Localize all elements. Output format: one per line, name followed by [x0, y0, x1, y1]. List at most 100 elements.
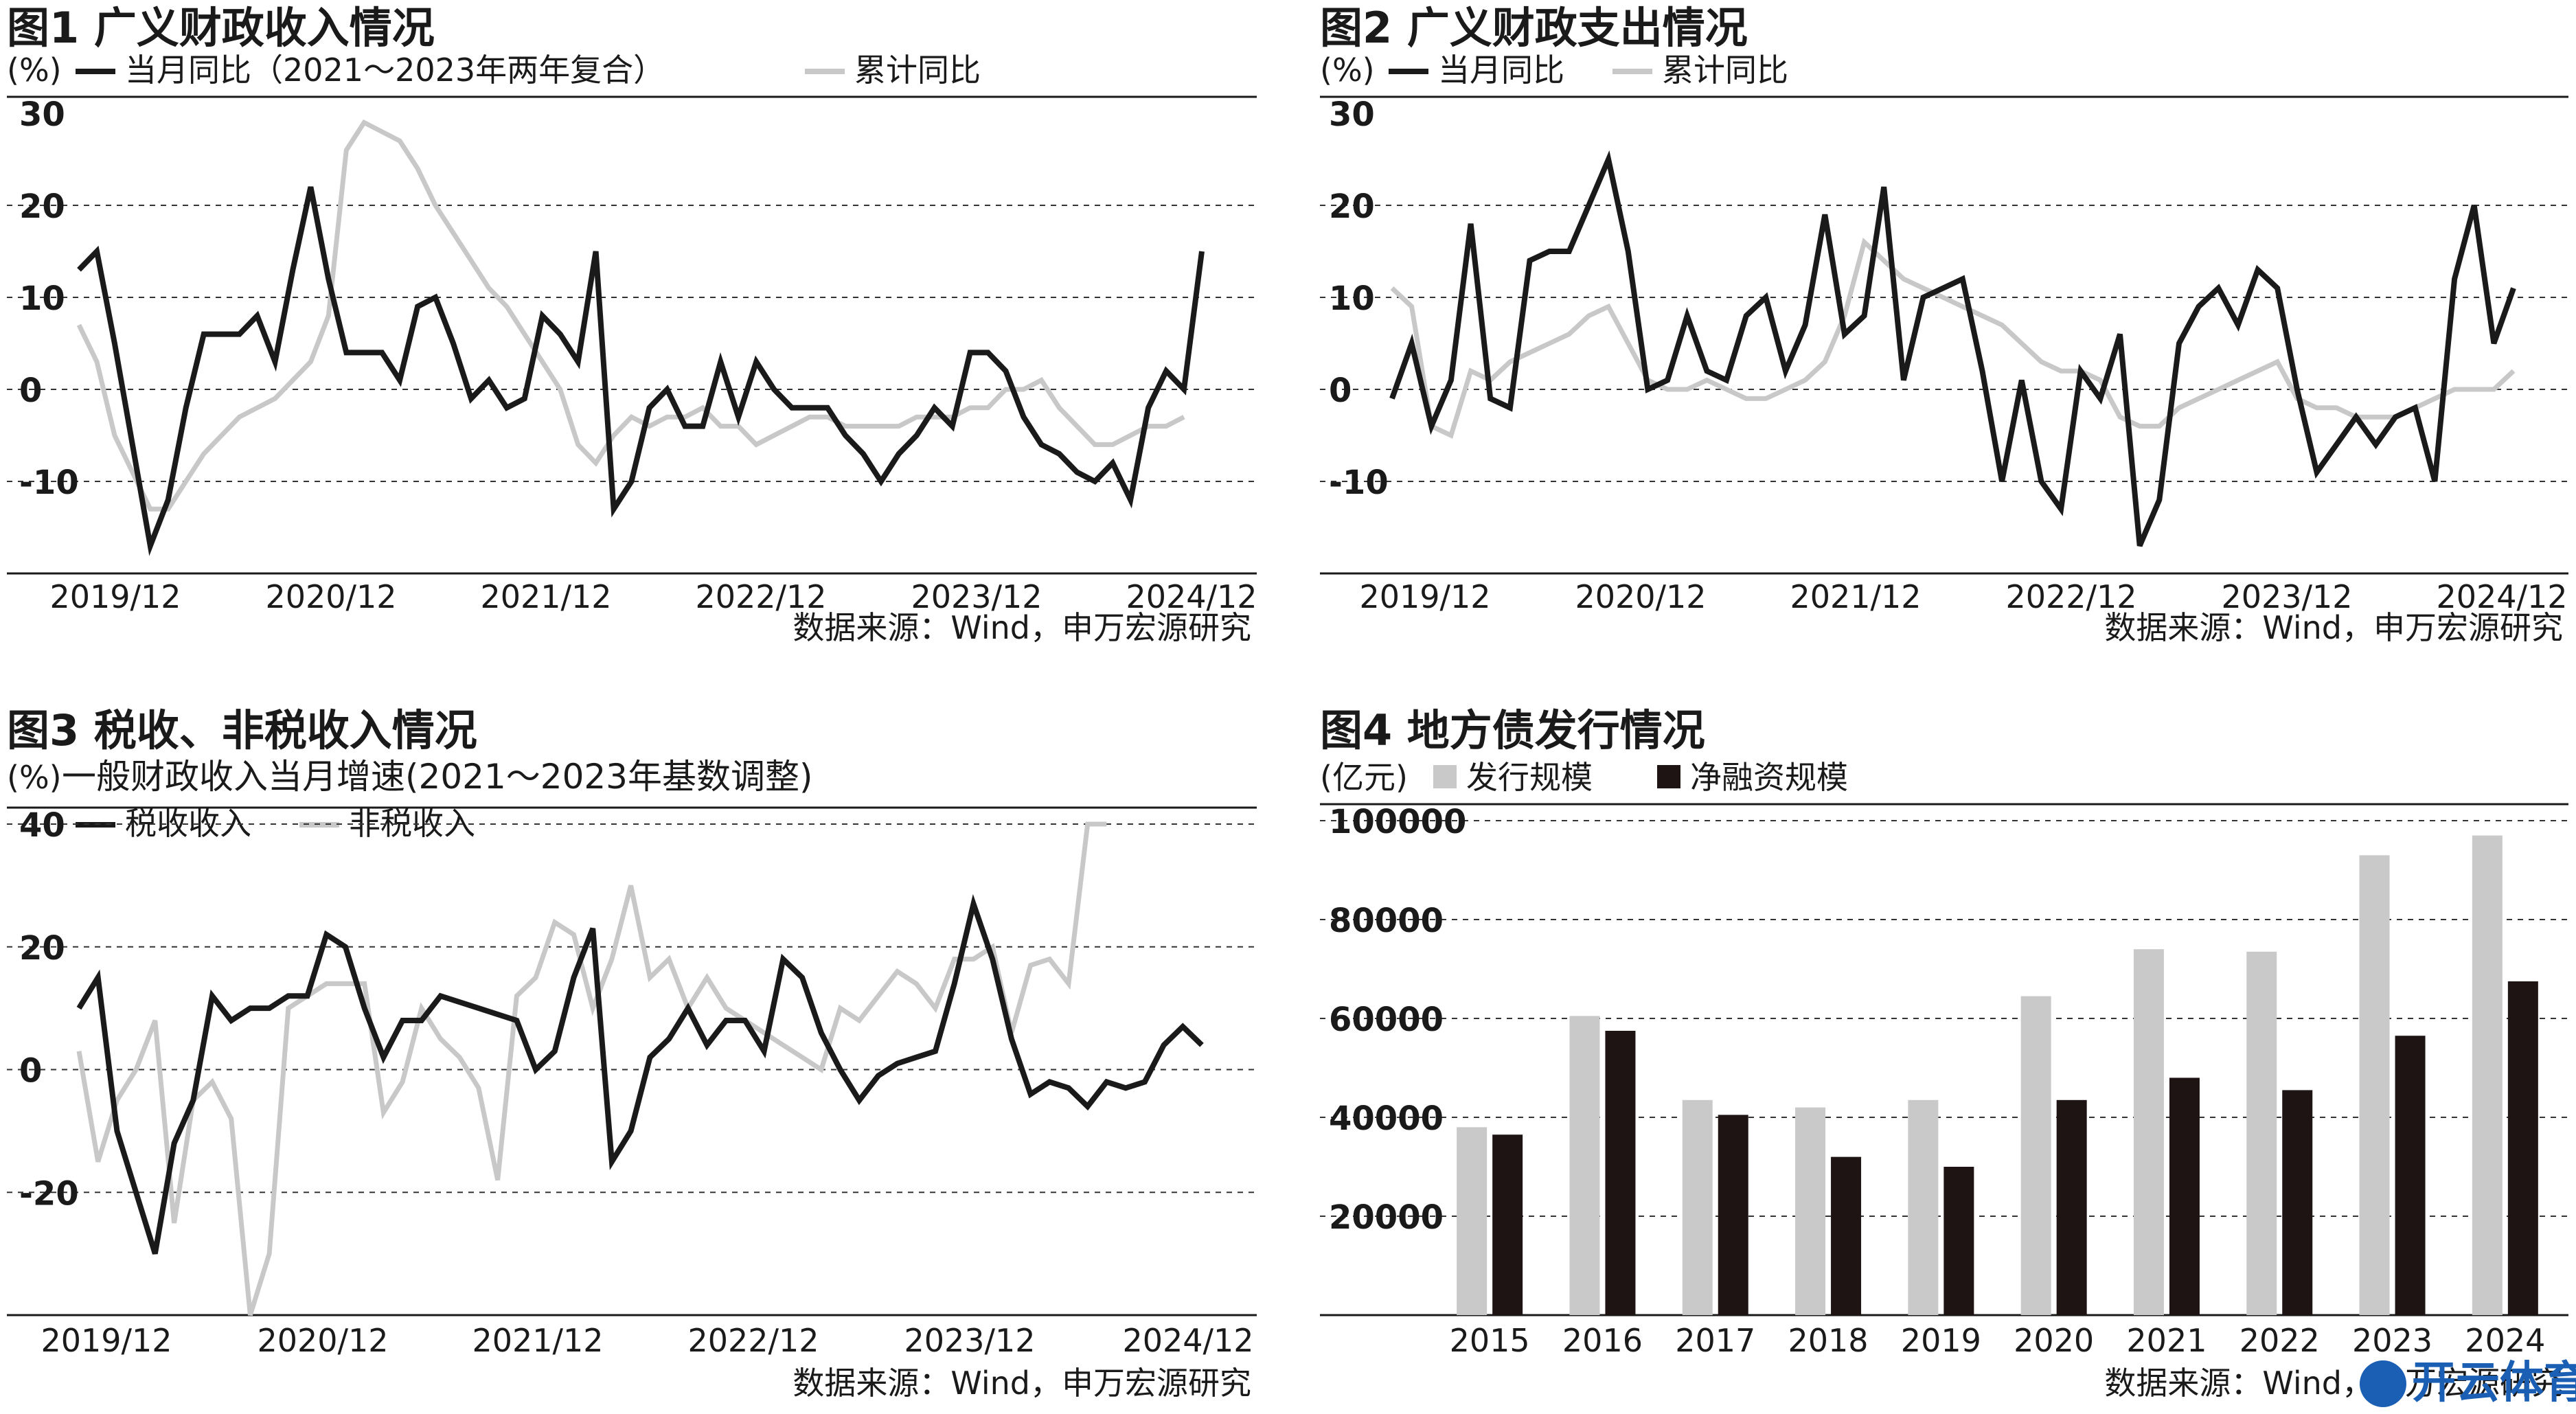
- fig4-bar-1-2: [1718, 1115, 1748, 1315]
- fig4-bar-0-1: [1569, 1016, 1600, 1315]
- fig3-legend-label-1: 非税收入: [349, 805, 475, 842]
- fig1-xtick-3: 2022/12: [695, 578, 826, 615]
- fig4-bar-1-0: [1492, 1134, 1523, 1315]
- fig3-series-line-0: [76, 893, 1204, 1255]
- fig2-legend-label-1: 累计同比: [1662, 52, 1788, 89]
- fig4-source-note: 数据来源：Wind，申万宏源研究: [2104, 1365, 2563, 1402]
- fig4-xtick-5: 2020: [2014, 1322, 2094, 1359]
- fig4-panel: 图4 地方债发行情况 (亿元) 发行规模 净融资规模 100000 80000 60000 4…: [1320, 705, 2568, 1402]
- fig4-bar-0-5: [2020, 996, 2051, 1315]
- fig3-ytick-0: 40: [19, 806, 65, 845]
- fig3-title: 图3 税收、非税收入情况: [7, 705, 477, 755]
- fig1-series-line-0: [77, 186, 1205, 556]
- fig4-bar-1-8: [2395, 1036, 2426, 1315]
- fig1-xtick-0: 2019/12: [49, 578, 181, 615]
- fig2-ytick-3: 0: [1329, 372, 1352, 410]
- fig4-bar-1-3: [1831, 1156, 1862, 1315]
- fig4-bar-0-9: [2472, 835, 2503, 1315]
- fig1-legend-label-0: 当月同比（2021～2023年两年复合）: [125, 52, 665, 89]
- fig2-source-note: 数据来源：Wind，申万宏源研究: [2104, 609, 2563, 646]
- fig3-xtick-2: 2021/12: [472, 1322, 603, 1359]
- fig4-legend-label-1: 净融资规模: [1690, 759, 1848, 796]
- fig3-xtick-3: 2022/12: [687, 1322, 819, 1359]
- fig4-bar-1-1: [1605, 1031, 1636, 1315]
- fig4-xtick-1: 2016: [1562, 1322, 1643, 1359]
- fig4-bar-0-3: [1795, 1107, 1826, 1315]
- fig1-xtick-5: 2024/12: [1126, 578, 1257, 615]
- fig2-xtick-0: 2019/12: [1359, 578, 1490, 615]
- fig4-bar-0-6: [2133, 949, 2164, 1315]
- fig2-title: 图2 广义财政支出情况: [1320, 3, 1748, 53]
- fig1-xtick-2: 2021/12: [480, 578, 611, 615]
- fig4-xtick-8: 2023: [2352, 1322, 2432, 1359]
- fig3-xtick-0: 2019/12: [41, 1322, 172, 1359]
- fig3-xtick-1: 2020/12: [257, 1322, 388, 1359]
- fig4-ytick-1: 80000: [1329, 902, 1444, 940]
- fig4-xtick-4: 2019: [1901, 1322, 1981, 1359]
- fig4-bar-1-5: [2056, 1099, 2087, 1315]
- fig1-ytick-2: 10: [19, 280, 65, 318]
- fig3-ytick-2: 0: [19, 1052, 42, 1091]
- fig4-bar-0-4: [1908, 1099, 1939, 1315]
- watermark-logo: 开云体育: [2360, 1358, 2576, 1409]
- fig4-xtick-6: 2021: [2126, 1322, 2207, 1359]
- fig4-ytick-2: 60000: [1329, 1001, 1444, 1039]
- fig2-legend-label-0: 当月同比: [1438, 52, 1564, 89]
- fig3-unit: (%): [7, 759, 62, 796]
- fig4-xtick-3: 2018: [1788, 1322, 1869, 1359]
- fig4-bar-1-6: [2169, 1077, 2200, 1315]
- fig3-xtick-5: 2024/12: [1122, 1322, 1253, 1359]
- fig2-ytick-1: 20: [1329, 187, 1375, 226]
- fig4-legend-swatch-1: [1657, 765, 1680, 788]
- fig4-legend-swatch-0: [1433, 765, 1457, 788]
- fig1-source-note: 数据来源：Wind，申万宏源研究: [793, 609, 1251, 646]
- fig2-ytick-2: 10: [1329, 280, 1375, 318]
- fig2-xtick-2: 2021/12: [1790, 578, 1921, 615]
- fig4-xtick-2: 2017: [1675, 1322, 1755, 1359]
- watermark-text: 开云体育: [2412, 1358, 2576, 1409]
- fig1-series-line-1: [76, 119, 1185, 512]
- fig1-ytick-1: 20: [19, 187, 65, 226]
- fig4-xtick-0: 2015: [1450, 1322, 1530, 1359]
- fig4-bar-0-0: [1457, 1127, 1488, 1315]
- fig2-xtick-3: 2022/12: [2005, 578, 2136, 615]
- fig4-xtick-7: 2022: [2239, 1322, 2320, 1359]
- fig3-subtitle: 一般财政收入当月增速(2021～2023年基数调整): [62, 757, 813, 797]
- fig3-series-line-1: [76, 821, 1107, 1316]
- fig1-title: 图1 广义财政收入情况: [7, 3, 435, 53]
- fig2-panel: 图2 广义财政支出情况(%) 当月同比 累计同比 30 20 10 0 -10 2019/12 2…: [1320, 3, 2568, 646]
- fig4-bar-0-2: [1682, 1099, 1713, 1315]
- fig2-unit: (%): [1320, 52, 1375, 89]
- fig4-ytick-3: 40000: [1329, 1099, 1444, 1138]
- fig1-xtick-4: 2023/12: [911, 578, 1042, 615]
- fig4-bar-1-4: [1944, 1167, 1974, 1315]
- fig4-unit: (亿元): [1320, 759, 1408, 796]
- fig4-ytick-4: 20000: [1329, 1198, 1444, 1237]
- fig4-bar-1-9: [2507, 981, 2538, 1315]
- fig4-legend-label-0: 发行规模: [1466, 759, 1593, 796]
- fig2-ytick-4: -10: [1329, 464, 1389, 502]
- fig1-legend-label-1: 累计同比: [854, 52, 981, 89]
- fig4-xtick-9: 2024: [2465, 1322, 2545, 1359]
- fig3-xtick-4: 2023/12: [904, 1322, 1035, 1359]
- fig4-bar-0-8: [2359, 855, 2390, 1315]
- fig3-ytick-1: 20: [19, 929, 65, 968]
- fig1-ytick-4: -10: [19, 464, 79, 502]
- fig4-bar-1-7: [2282, 1090, 2313, 1315]
- fig2-xtick-1: 2020/12: [1575, 578, 1706, 615]
- fig4-title: 图4 地方债发行情况: [1320, 705, 1705, 755]
- fig1-xtick-1: 2020/12: [265, 578, 396, 615]
- fig3-panel: 图3 税收、非税收入情况 (%) 一般财政收入当月增速(2021～2023年基数调整…: [7, 705, 1257, 1402]
- fig4-bar-0-7: [2246, 951, 2277, 1315]
- fig3-ytick-3: -20: [19, 1174, 79, 1213]
- fig1-panel: 图1 广义财政收入情况(%) 当月同比（2021～2023年两年复合） 累计同比 30…: [7, 3, 1257, 646]
- fig2-ytick-0: 30: [1329, 95, 1375, 134]
- fig1-ytick-0: 30: [19, 95, 65, 134]
- fig2-series-line-1: [1390, 238, 2516, 439]
- fig3-source-note: 数据来源：Wind，申万宏源研究: [793, 1365, 1251, 1402]
- fig2-xtick-4: 2023/12: [2221, 578, 2352, 615]
- fig1-unit: (%): [7, 52, 62, 89]
- kaiyun-logo-icon: [2360, 1360, 2406, 1407]
- fig2-xtick-5: 2024/12: [2436, 578, 2567, 615]
